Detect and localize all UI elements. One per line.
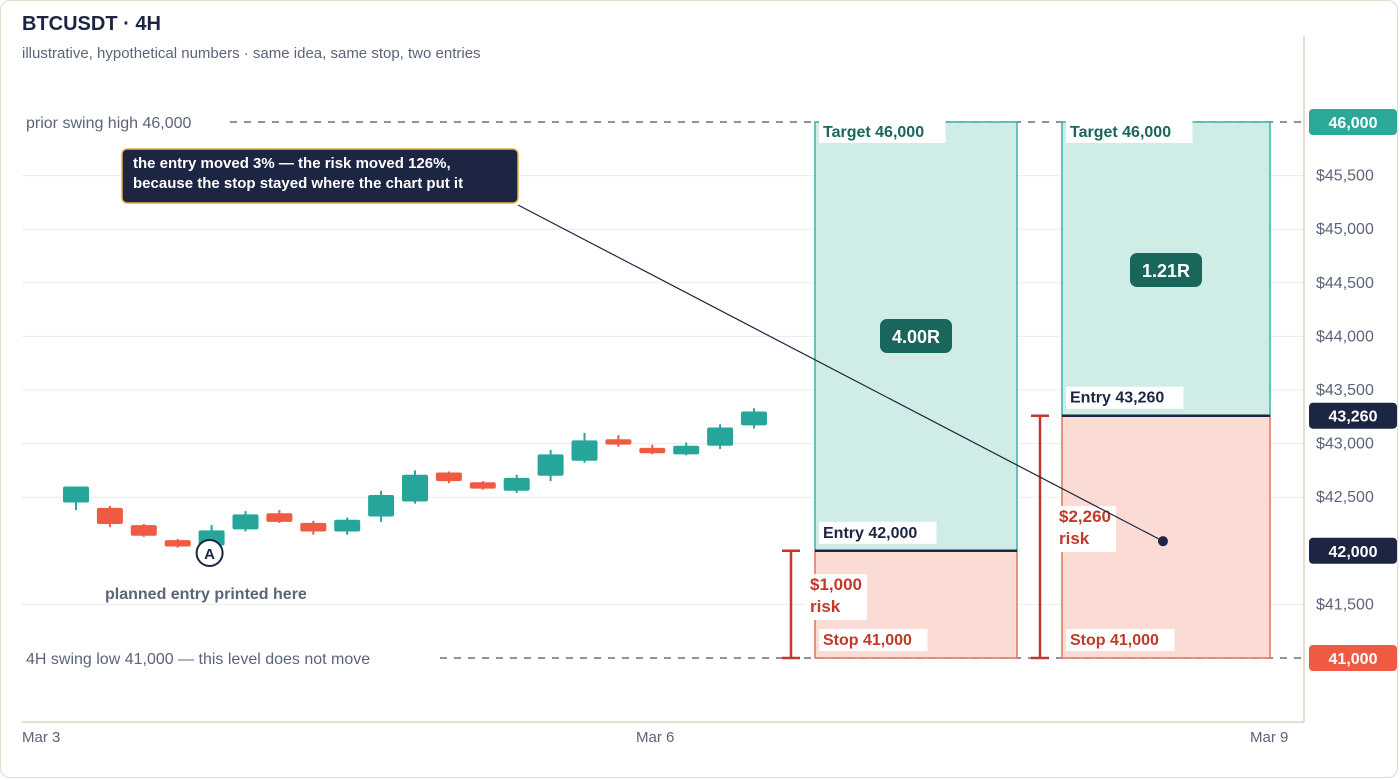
r-multiple-badge	[1130, 253, 1202, 287]
candle-bear	[96, 507, 123, 524]
entry-label: Entry 43,260	[1070, 390, 1164, 407]
target-label: Target 46,000	[1070, 124, 1171, 141]
entry-label-bg	[1066, 386, 1184, 409]
level-label: prior swing high 46,000	[26, 115, 192, 132]
stop-label: Stop 41,000	[823, 632, 912, 649]
candle-bull	[571, 440, 598, 461]
target-label: Target 46,000	[823, 124, 924, 141]
price-tag	[1309, 537, 1397, 564]
r-multiple-label: 1.21R	[1142, 261, 1190, 281]
y-tick-label: $45,000	[1316, 221, 1374, 238]
price-tag	[1309, 109, 1397, 135]
candle-bear	[300, 522, 327, 532]
x-tick-label: Mar 6	[636, 729, 674, 746]
y-tick-label: $45,500	[1316, 168, 1374, 185]
candle-bull	[673, 445, 700, 455]
candle-bear	[164, 540, 191, 547]
callout-box	[121, 148, 519, 204]
target-label-bg	[819, 121, 946, 143]
y-tick-label: $42,500	[1316, 489, 1374, 506]
position-boxes: Target 46,000 Entry 42,000 Stop 41,000 4.00…	[782, 121, 1271, 660]
chart-title: BTCUSDT · 4H	[22, 13, 161, 35]
y-tick-label: $44,500	[1316, 275, 1374, 292]
stop-label: Stop 41,000	[1070, 632, 1159, 649]
price-tag-label: 42,000	[1329, 544, 1378, 561]
entry-marker	[195, 539, 224, 567]
risk-word-label: risk	[1059, 529, 1090, 548]
candle-bear	[266, 513, 293, 522]
price-tag	[1309, 402, 1397, 429]
callout-line-2: because the stop stayed where the chart …	[133, 175, 463, 192]
callout-line-1: the entry moved 3% — the risk moved 126%…	[133, 155, 451, 172]
callout-connector	[517, 204, 1164, 542]
y-tick-label: $43,000	[1316, 436, 1374, 453]
r-multiple-label: 4.00R	[892, 327, 940, 347]
r-multiple-badge	[880, 319, 952, 353]
risk-label-bg	[1054, 506, 1116, 552]
entry-marker-letter: A	[204, 546, 215, 563]
y-tick-label: $41,500	[1316, 596, 1374, 613]
risk-word-label: risk	[810, 597, 841, 616]
risk-label-bg	[805, 574, 867, 620]
y-tick-label: $43,500	[1316, 382, 1374, 399]
axes: $45,500 $45,000 $44,500 $44,000 $43,500 $43,0…	[22, 36, 1374, 746]
y-tick-label: $44,000	[1316, 328, 1374, 345]
candle-bull	[232, 514, 259, 530]
candle-bear	[130, 525, 157, 536]
price-tag-label: 43,260	[1329, 409, 1378, 426]
candle-bear	[435, 472, 462, 482]
price-tag	[1309, 645, 1397, 671]
x-tick-label: Mar 3	[22, 729, 60, 746]
x-tick-label: Mar 9	[1250, 729, 1288, 746]
risk-amount-label: $2,260	[1059, 507, 1111, 526]
candle-bull	[63, 486, 89, 503]
candle-bull	[402, 474, 428, 502]
candle-bull	[503, 477, 530, 491]
candle-bear	[469, 482, 496, 489]
candles	[63, 408, 767, 548]
price-tag-label: 41,000	[1329, 651, 1378, 668]
key-levels: prior swing high 46,000 4H swing low 41,0…	[26, 115, 1304, 668]
candle-bull	[368, 495, 395, 517]
risk-amount-label: $1,000	[810, 575, 862, 594]
entry-marker-note: planned entry printed here	[105, 586, 307, 603]
chart-subtitle: illustrative, hypothetical numbers · sam…	[22, 45, 481, 62]
entry-label-bg	[819, 521, 937, 544]
candle-bear	[605, 439, 632, 445]
candle-bear	[639, 447, 666, 454]
stop-label-bg	[1066, 629, 1175, 651]
callout-anchor-dot	[1158, 536, 1168, 547]
price-tag-label: 46,000	[1329, 115, 1378, 132]
target-label-bg	[1066, 121, 1193, 143]
candle-bull	[707, 427, 734, 446]
price-tags: 46,000 43,260 42,000 41,000	[1309, 109, 1397, 671]
candle-bull	[537, 454, 564, 476]
candle-bull	[334, 519, 361, 532]
stop-label-bg	[819, 629, 928, 651]
candle-bull	[741, 411, 767, 426]
level-label: 4H swing low 41,000 — this level does no…	[26, 651, 370, 668]
entry-label: Entry 42,000	[823, 525, 917, 542]
